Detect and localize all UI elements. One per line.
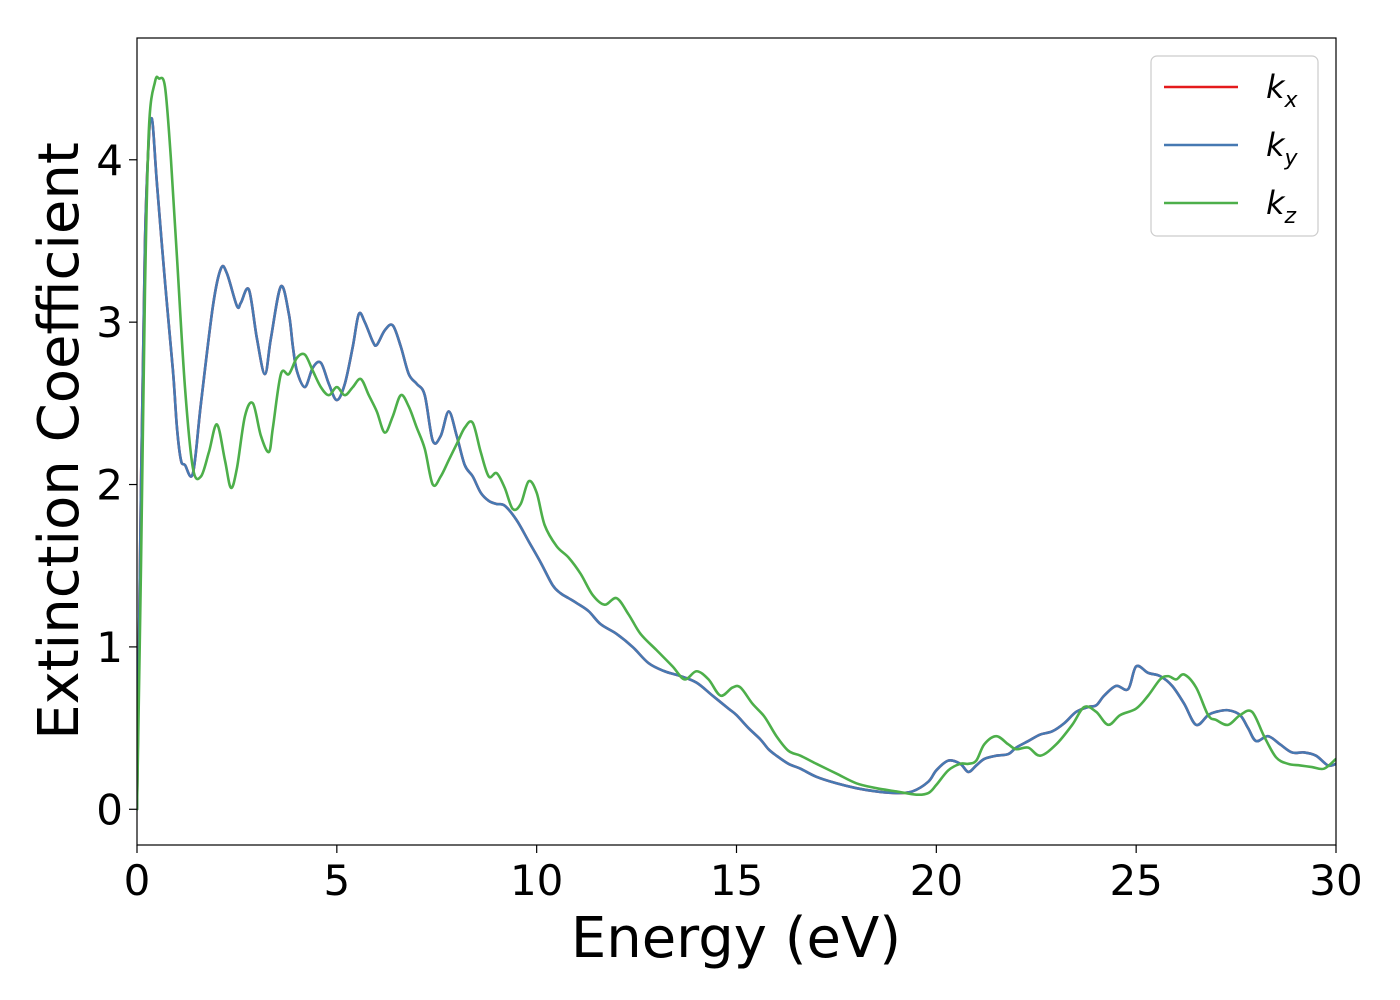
x-axis: 0 5 10 15 20 25 30 — [124, 845, 1363, 905]
y-tick-label: 4 — [96, 136, 123, 185]
x-tick-label: 30 — [1309, 856, 1362, 905]
legend-label-base: k — [1266, 184, 1286, 222]
y-axis-title: Extinction Coefficient — [27, 142, 92, 740]
x-tick-label: 10 — [510, 856, 563, 905]
legend-label-subscript: z — [1284, 204, 1297, 229]
x-tick-label: 25 — [1109, 856, 1162, 905]
y-axis: 0 1 2 3 4 — [96, 136, 137, 834]
x-tick-label: 15 — [710, 856, 763, 905]
legend-label-x: kx — [1266, 68, 1299, 113]
legend-label-y: ky — [1266, 126, 1299, 171]
legend-label-z: kz — [1266, 184, 1297, 229]
x-tick-label: 0 — [124, 856, 151, 905]
legend-label-base: k — [1266, 126, 1286, 164]
series-lines — [137, 75, 1336, 811]
legend-label-base: k — [1266, 68, 1286, 106]
y-tick-label: 0 — [96, 785, 123, 834]
series-line-z — [137, 75, 1336, 811]
y-tick-label: 1 — [96, 623, 123, 672]
y-tick-label: 2 — [96, 461, 123, 510]
x-axis-title: Energy (eV) — [571, 906, 901, 971]
y-tick-label: 3 — [96, 298, 123, 347]
legend-label-subscript: y — [1284, 146, 1299, 171]
x-tick-label: 20 — [910, 856, 963, 905]
legend-label-subscript: x — [1284, 88, 1299, 113]
x-tick-label: 5 — [323, 856, 350, 905]
series-line-y — [137, 117, 1336, 811]
plot-area — [137, 38, 1336, 845]
